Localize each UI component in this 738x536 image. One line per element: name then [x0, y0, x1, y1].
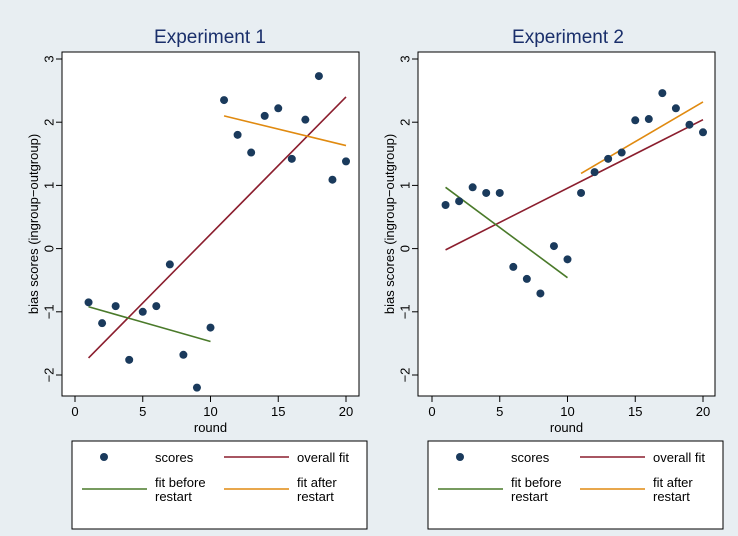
score-point	[111, 302, 120, 311]
score-point	[220, 96, 229, 105]
score-point	[604, 154, 613, 163]
legend-label: fit after	[653, 475, 693, 490]
score-point	[590, 168, 599, 177]
x-axis-label: round	[194, 420, 227, 435]
plot-area	[61, 51, 360, 397]
score-point	[563, 255, 572, 264]
score-point	[342, 157, 350, 166]
score-point	[247, 148, 256, 157]
score-point	[455, 197, 464, 206]
score-point	[233, 130, 242, 139]
score-point	[468, 183, 477, 192]
score-point	[577, 188, 586, 197]
legend-box	[71, 440, 368, 530]
x-tick-label: 0	[71, 404, 78, 419]
y-tick-label: −2	[397, 368, 412, 383]
legend-label: fit before	[511, 475, 562, 490]
legend-label: restart	[653, 489, 690, 504]
y-tick-label: 1	[397, 182, 412, 189]
fit-line-fit-after-restart	[223, 115, 347, 147]
legend-label: fit before	[155, 475, 206, 490]
y-tick-label: −1	[397, 304, 412, 319]
x-tick-label: 0	[428, 404, 435, 419]
score-point	[98, 319, 107, 328]
score-point	[495, 188, 504, 197]
score-point	[658, 89, 667, 98]
x-tick-label: 20	[696, 404, 710, 419]
legend-marker	[100, 453, 108, 461]
score-point	[509, 262, 518, 271]
score-point	[152, 302, 161, 311]
score-point	[549, 242, 558, 251]
x-tick-label: 15	[271, 404, 285, 419]
score-point	[671, 104, 680, 113]
score-point	[536, 289, 545, 298]
x-tick-label: 15	[628, 404, 642, 419]
score-point	[314, 72, 323, 81]
legend-marker	[456, 453, 464, 461]
score-point	[165, 260, 174, 269]
legend-label: overall fit	[297, 450, 349, 465]
x-tick-label: 20	[339, 404, 353, 419]
legend-label: overall fit	[653, 450, 705, 465]
x-tick-label: 10	[203, 404, 217, 419]
score-point	[301, 115, 310, 124]
score-point	[441, 200, 450, 209]
score-point	[287, 154, 296, 163]
legend-label: restart	[155, 489, 192, 504]
fit-line-overall-fit	[87, 96, 347, 359]
x-tick-label: 5	[496, 404, 503, 419]
score-point	[522, 274, 531, 283]
legend-label: restart	[511, 489, 548, 504]
chart-title: Experiment 2	[512, 27, 624, 48]
fit-line-fit-before-restart	[88, 305, 211, 343]
x-tick-label: 5	[139, 404, 146, 419]
score-point	[631, 116, 640, 125]
y-tick-label: 3	[397, 55, 412, 62]
score-point	[644, 115, 653, 124]
y-tick-label: 2	[397, 119, 412, 126]
score-point	[206, 323, 215, 332]
plot-area	[417, 51, 716, 397]
x-tick-label: 10	[560, 404, 574, 419]
score-point	[138, 307, 147, 316]
legend-box	[427, 440, 724, 530]
score-point	[125, 355, 134, 364]
fit-line-fit-after-restart	[580, 101, 704, 175]
score-point	[192, 383, 201, 392]
score-point	[274, 104, 283, 113]
y-axis-label: bias scores (ingroup−outgroup)	[382, 134, 397, 314]
score-point	[685, 120, 694, 129]
score-point	[617, 148, 626, 157]
score-point	[260, 111, 269, 120]
y-tick-label: 0	[41, 245, 56, 252]
score-point	[179, 350, 188, 359]
legend-label: restart	[297, 489, 334, 504]
chart-title: Experiment 1	[154, 27, 266, 48]
legend-label: scores	[511, 450, 550, 465]
score-point	[482, 188, 491, 197]
fit-line-fit-before-restart	[445, 186, 568, 279]
x-axis-label: round	[550, 420, 583, 435]
y-tick-label: 2	[41, 119, 56, 126]
score-point	[328, 175, 337, 184]
y-tick-label: 3	[41, 55, 56, 62]
y-axis-label: bias scores (ingroup−outgroup)	[26, 134, 41, 314]
legend-label: fit after	[297, 475, 337, 490]
chart-panel-1: Experiment 1 −2 −1 0 1 2 3 0 5 10 15 20 round bias sc…	[26, 27, 368, 530]
chart-panel-2: Experiment 2 −2 −1 0 1 2 3 0 5 10 15 20 round bias sc…	[382, 27, 724, 530]
y-tick-label: −2	[41, 368, 56, 383]
score-point	[84, 298, 93, 307]
fit-line-overall-fit	[445, 118, 704, 251]
score-point	[699, 128, 707, 137]
y-tick-label: −1	[41, 304, 56, 319]
y-tick-label: 0	[397, 245, 412, 252]
y-tick-label: 1	[41, 182, 56, 189]
legend-label: scores	[155, 450, 194, 465]
